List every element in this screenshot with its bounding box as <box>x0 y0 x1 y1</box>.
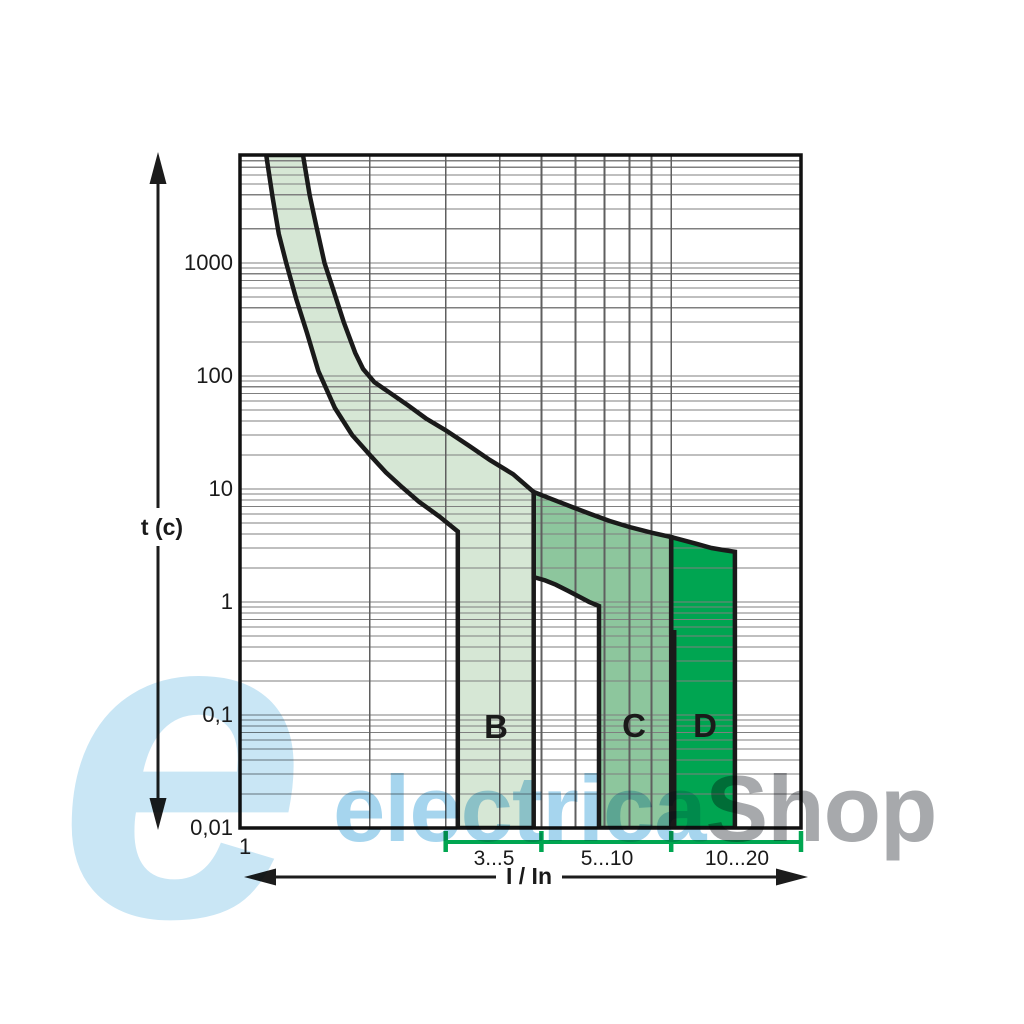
band-D-outline <box>668 534 738 828</box>
watermark-brand-right: Shop <box>706 756 937 861</box>
band-label-C: C <box>622 707 646 744</box>
band-C-outline <box>531 488 674 828</box>
band-B-fill <box>266 155 534 828</box>
range-label-c: 5...10 <box>580 847 634 870</box>
y-axis-arrow <box>149 152 167 830</box>
x-origin-label: 1 <box>239 834 252 859</box>
range-label-d: 10...20 <box>704 847 770 870</box>
y-axis-arrow-up-icon <box>149 152 167 184</box>
band-label-D: D <box>693 707 717 744</box>
band-label-B: B <box>484 708 508 745</box>
range-bracket <box>443 831 804 852</box>
y-tick-0-1: 0,1 <box>202 702 233 727</box>
range-label-b: 3...5 <box>473 847 515 870</box>
x-axis-arrow-right-icon <box>776 868 808 886</box>
y-tick-10: 10 <box>208 476 233 501</box>
y-axis-title: t (c) <box>117 508 207 546</box>
y-tick-0-01: 0,01 <box>190 815 233 840</box>
y-tick-100: 100 <box>196 363 233 388</box>
band-outlines <box>263 155 738 828</box>
watermark-brand: electricaShop <box>333 756 936 861</box>
y-tick-1000: 1000 <box>184 250 233 275</box>
band-fills <box>266 155 735 828</box>
watermark-brand-left: electrica <box>333 756 707 861</box>
plot-border <box>238 153 803 830</box>
x-axis-arrow-left-icon <box>244 868 276 886</box>
band-C-fill <box>533 492 672 828</box>
x-axis-title: I / In <box>496 861 562 892</box>
band-D-fill <box>671 537 735 828</box>
watermark-logo-e-icon: e <box>58 512 306 1011</box>
y-axis-arrow-down-icon <box>149 798 167 830</box>
gridlines <box>240 155 801 828</box>
y-tick-1: 1 <box>220 589 233 614</box>
